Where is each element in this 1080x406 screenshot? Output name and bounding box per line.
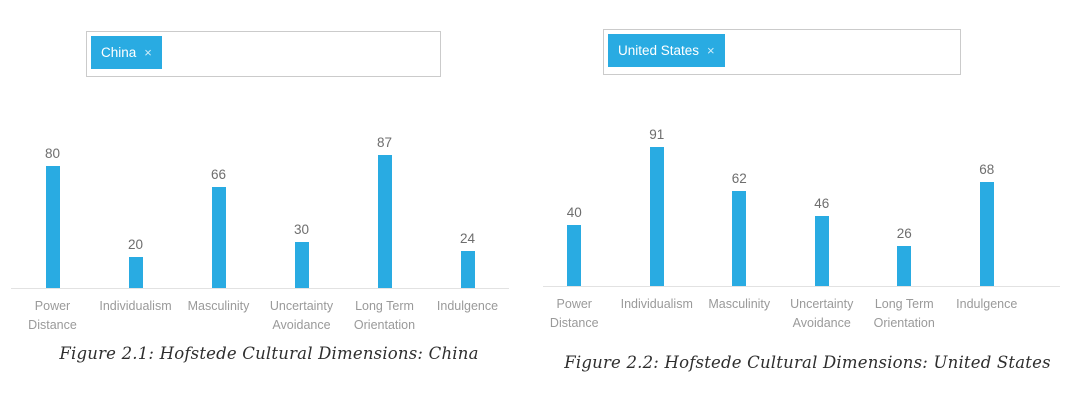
bar [460,251,475,288]
bar-stack: 26 [863,124,946,286]
bar-value-label: 24 [459,231,476,246]
bar-chart-united-states: 40 Power Distance 91 Individualism 62 Masculi… [533,124,1060,333]
chart-slot: 24 Indulgence [426,126,509,335]
bar-stack: 46 [781,124,864,286]
bar-stack: 20 [94,126,177,288]
chart-slot: 80 Power Distance [11,126,94,335]
chart-slot: 40 Power Distance [533,124,616,333]
chart-slot: 46 Uncertainty Avoidance [781,124,864,333]
chart-slot: 68 Indulgence [946,124,1029,333]
bar [567,225,582,286]
chip-remove-icon[interactable]: × [144,45,152,60]
category-label: Individualism [620,297,693,311]
x-axis-line [543,286,1060,287]
category-label: Masculinity [708,297,771,311]
x-axis-line [11,288,509,289]
bar-value-label: 68 [979,162,995,177]
bar-value-label: 20 [127,237,144,252]
chart-slot: 62 Masculinity [698,124,781,333]
category-label: Masculinity [187,299,250,313]
category-label: Long Term Orientation [873,297,935,330]
country-select-input[interactable]: China × [86,31,441,77]
chip-remove-icon[interactable]: × [707,43,715,58]
figure-caption: Figure 2.1: Hofstede Cultural Dimensions… [59,344,479,363]
bar [294,242,309,288]
bar-value-label: 87 [376,135,393,150]
category-label: Long Term Orientation [353,299,416,332]
bar-value-label: 46 [814,196,830,211]
bar-value-label: 91 [649,127,665,142]
category-label: Power Distance [28,299,77,332]
category-label: Individualism [99,299,172,313]
bar [45,166,60,288]
chart-slot: 66 Masculinity [177,126,260,335]
bar-chart-china: 80 Power Distance 20 Individualism 66 Masculi… [11,126,509,335]
bar [211,187,226,288]
bars-row: 80 Power Distance 20 Individualism 66 Masculi… [11,126,509,335]
chart-slot: 30 Uncertainty Avoidance [260,126,343,335]
bar-stack: 66 [177,126,260,288]
category-label: Indulgence [956,297,1018,311]
bar-stack: 40 [533,124,616,286]
category-label: Uncertainty Avoidance [790,297,854,330]
chart-slot: 87 Long Term Orientation [343,126,426,335]
bar-value-label: 66 [210,167,227,182]
figure-caption: Figure 2.2: Hofstede Cultural Dimensions… [564,353,1051,372]
bar-value-label: 30 [293,222,310,237]
bar-stack: 62 [698,124,781,286]
bar [128,257,143,288]
bar-value-label: 26 [896,226,912,241]
bar-stack: 80 [11,126,94,288]
category-label: Indulgence [436,299,499,313]
category-label: Uncertainty Avoidance [269,299,334,332]
bar [649,147,664,286]
bar [377,155,392,288]
country-chip: China × [91,36,162,69]
bar [814,216,829,286]
bar-value-label: 80 [44,146,61,161]
bar-value-label: 40 [566,205,582,220]
country-chip-label: United States [618,43,700,58]
country-select-input[interactable]: United States × [603,29,961,75]
bar [897,246,912,286]
category-label: Power Distance [549,297,599,330]
chart-slot: 91 Individualism [616,124,699,333]
chart-slot: 20 Individualism [94,126,177,335]
bar-stack: 87 [343,126,426,288]
bar-stack: 30 [260,126,343,288]
chart-slot: 26 Long Term Orientation [863,124,946,333]
country-chip: United States × [608,34,725,67]
bars-row: 40 Power Distance 91 Individualism 62 Masculi… [533,124,1028,333]
bar-value-label: 62 [731,171,747,186]
bar-stack: 24 [426,126,509,288]
bar-stack: 68 [946,124,1029,286]
bar [732,191,747,286]
bar-stack: 91 [616,124,699,286]
country-chip-label: China [101,45,137,60]
bar [979,182,994,286]
